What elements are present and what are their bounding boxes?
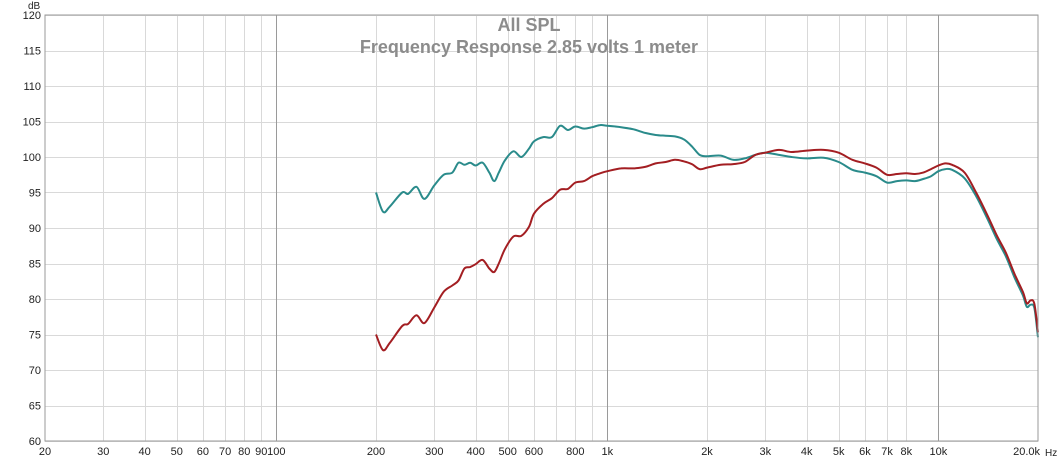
y-tick-label: 95	[29, 188, 41, 200]
x-unit-label: Hz	[1045, 448, 1057, 459]
x-tick-label: 80	[238, 446, 250, 458]
x-tick-label: 20.0k	[1013, 446, 1040, 458]
x-tick-label: 400	[466, 446, 484, 458]
x-tick-label: 800	[566, 446, 584, 458]
x-tick-label: 5k	[833, 446, 845, 458]
y-unit-label: dB	[28, 1, 41, 12]
series-line-1	[375, 124, 1039, 338]
x-tick-label: 2k	[701, 446, 713, 458]
tick-labels: 60 65 70 75 80 85 90 95 100 105 110 115 120 20 30 40 50 6…	[23, 10, 1041, 458]
x-tick-label: 60	[197, 446, 209, 458]
x-tick-label: 7k	[881, 446, 893, 458]
y-tick-label: 105	[23, 117, 41, 129]
x-tick-label: 200	[367, 446, 385, 458]
y-tick-label: 80	[29, 294, 41, 306]
y-tick-label: 75	[29, 330, 41, 342]
y-tick-label: 100	[23, 152, 41, 164]
x-tick-label: 600	[525, 446, 543, 458]
x-tick-label: 10k	[929, 446, 947, 458]
x-tick-label: 70	[219, 446, 231, 458]
y-tick-label: 90	[29, 223, 41, 235]
y-tick-label: 70	[29, 365, 41, 377]
y-tick-label: 65	[29, 401, 41, 413]
series-layer	[375, 124, 1039, 352]
x-tick-label: 100	[267, 446, 285, 458]
x-tick-label: 90	[255, 446, 267, 458]
series-line-2	[375, 148, 1039, 352]
y-tick-label: 85	[29, 259, 41, 271]
x-tick-label: 6k	[859, 446, 871, 458]
x-tick-label: 3k	[759, 446, 771, 458]
x-tick-label: 500	[499, 446, 517, 458]
plot-frame	[44, 14, 1039, 442]
y-tick-label: 120	[23, 10, 41, 22]
x-tick-label: 4k	[801, 446, 813, 458]
x-tick-label: 50	[171, 446, 183, 458]
x-tick-label: 1k	[602, 446, 614, 458]
y-tick-label: 115	[23, 46, 41, 58]
chart-subtitle: Frequency Response 2.85 volts 1 meter	[360, 37, 698, 57]
x-tick-label: 40	[139, 446, 151, 458]
x-tick-label: 20	[39, 446, 51, 458]
y-tick-label: 110	[23, 81, 41, 93]
chart-title: All SPL	[497, 15, 560, 35]
x-tick-label: 30	[97, 446, 109, 458]
x-tick-label: 8k	[900, 446, 912, 458]
y-tick-label: 60	[29, 436, 41, 448]
x-tick-label: 300	[425, 446, 443, 458]
